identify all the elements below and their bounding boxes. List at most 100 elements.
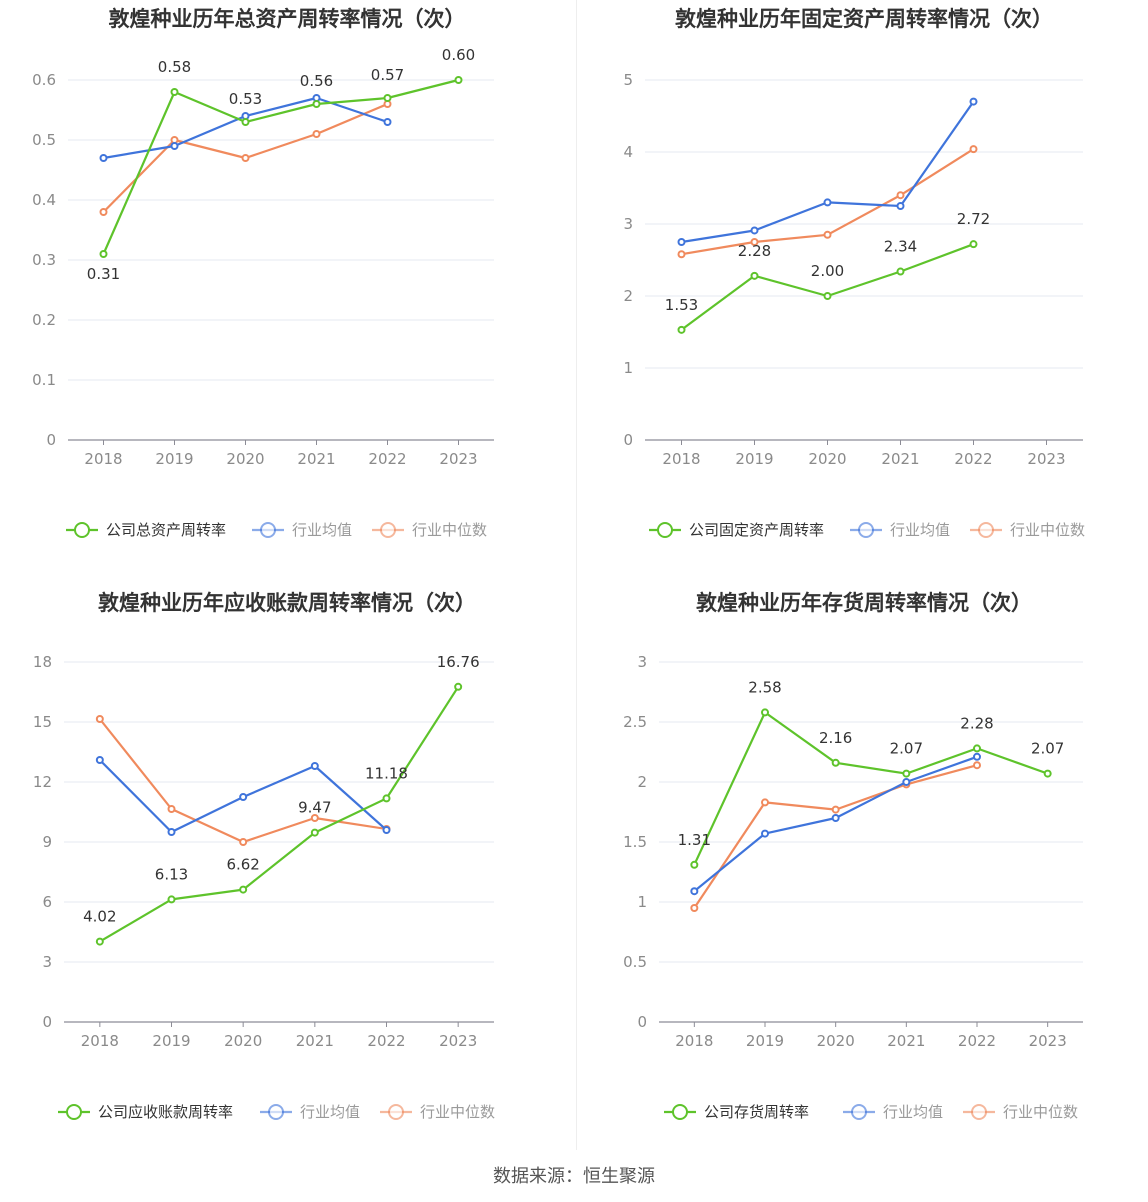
legend-item-company[interactable]: 公司存货周转率: [664, 1103, 809, 1121]
data-point-avg: [170, 142, 179, 150]
legend-item-median[interactable]: 行业中位数: [372, 521, 487, 539]
x-tick-label: 2021: [297, 450, 335, 468]
legend-item-avg[interactable]: 行业均值: [260, 1103, 360, 1121]
series-line-company: [693, 711, 1049, 866]
series-line-company: [99, 686, 460, 943]
y-tick-label: 2.5: [623, 713, 647, 731]
data-point-company: [241, 118, 250, 126]
legend-item-avg[interactable]: 行业均值: [252, 521, 352, 539]
data-label: 2.07: [1031, 740, 1064, 758]
data-point-median: [239, 838, 248, 846]
data-point-company: [902, 769, 911, 778]
y-tick-label: 1: [637, 893, 647, 911]
data-point-avg: [95, 756, 104, 764]
chart-title: 敦煌种业历年固定资产周转率情况（次）: [675, 7, 1053, 31]
data-point-avg: [750, 226, 759, 235]
x-tick-label: 2020: [224, 1032, 262, 1050]
data-point-company: [454, 682, 463, 691]
legend-label: 行业均值: [300, 1103, 360, 1121]
y-tick-label: 2: [623, 287, 633, 305]
data-point-company: [170, 88, 179, 96]
y-tick-label: 0: [46, 431, 56, 449]
legend-label: 行业均值: [883, 1103, 943, 1121]
data-point-avg: [677, 238, 686, 246]
x-tick-label: 2018: [81, 1032, 119, 1050]
x-tick-label: 2019: [152, 1032, 190, 1050]
chart-receivables-turnover: 敦煌种业历年应收账款周转率情况（次） 0 3 6 9 12 15 18 2018 2019 2020…: [0, 582, 574, 1162]
y-tick-label: 0.5: [623, 953, 647, 971]
legend-item-avg[interactable]: 行业均值: [850, 521, 950, 539]
x-tick-label: 2021: [887, 1032, 925, 1050]
x-tick-label: 2020: [808, 450, 846, 468]
y-tick-label: 1: [623, 359, 633, 377]
data-label: 9.47: [298, 799, 331, 817]
y-tick-label: 0: [42, 1013, 52, 1031]
legend-label: 公司存货周转率: [704, 1103, 809, 1121]
legend-circle-icon: [66, 1104, 82, 1120]
x-tick-label: 2022: [367, 1032, 405, 1050]
y-tick-label: 3: [637, 653, 647, 671]
y-tick-label: 5: [623, 71, 633, 89]
legend-circle-icon: [672, 1104, 688, 1120]
data-point-company: [99, 250, 108, 258]
legend-circle-icon: [657, 522, 673, 538]
data-point-company: [1043, 769, 1052, 778]
legend-item-avg[interactable]: 行业均值: [843, 1103, 943, 1121]
x-tick-label: 2023: [1029, 1032, 1067, 1050]
series-line-median: [693, 764, 978, 909]
legend-label: 行业中位数: [420, 1103, 495, 1121]
y-tick-label: 2: [637, 773, 647, 791]
data-label: 0.56: [300, 72, 333, 90]
series-line-avg: [681, 100, 975, 244]
legend-item-company[interactable]: 公司应收账款周转率: [58, 1103, 233, 1121]
legend-label: 行业中位数: [1003, 1103, 1078, 1121]
legend-circle-icon: [858, 522, 874, 538]
legend-label: 公司应收账款周转率: [98, 1103, 233, 1121]
x-tick-label: 2023: [439, 1032, 477, 1050]
y-tick-label: 0: [623, 431, 633, 449]
legend-item-company[interactable]: 公司总资产周转率: [66, 521, 226, 539]
data-point-company: [969, 240, 978, 249]
data-point-median: [831, 805, 840, 814]
data-label: 2.34: [884, 238, 917, 256]
legend-circle-icon: [268, 1104, 284, 1120]
legend-circle-icon: [388, 1104, 404, 1120]
chart-title: 敦煌种业历年存货周转率情况（次）: [696, 591, 1032, 615]
source-note: 数据来源：恒生聚源: [493, 1166, 655, 1187]
data-point-median: [761, 798, 769, 807]
legend-label: 公司总资产周转率: [106, 521, 226, 539]
legend-item-median[interactable]: 行业中位数: [380, 1103, 495, 1121]
data-point-company: [823, 292, 832, 300]
data-point-company: [690, 860, 699, 869]
data-point-median: [99, 208, 108, 216]
y-tick-label: 12: [33, 773, 52, 791]
legend-item-company[interactable]: 公司固定资产周转率: [649, 521, 824, 539]
legend-label: 行业均值: [292, 521, 352, 539]
chart-fixed-asset-turnover: 敦煌种业历年固定资产周转率情况（次） 0 1 2 3 4 5 2018 2019 2020 2021…: [577, 0, 1148, 580]
data-point-avg: [831, 814, 840, 822]
data-label: 2.00: [811, 262, 844, 280]
y-tick-label: 4: [623, 143, 633, 161]
x-tick-label: 2018: [662, 450, 700, 468]
legend-item-median[interactable]: 行业中位数: [970, 521, 1085, 539]
data-point-median: [167, 805, 176, 813]
data-point-median: [241, 154, 250, 162]
data-label: 2.28: [960, 714, 993, 732]
legend-circle-icon: [978, 522, 994, 538]
data-label: 16.76: [437, 653, 480, 671]
chart-title: 敦煌种业历年应收账款周转率情况（次）: [98, 591, 476, 615]
data-label: 6.13: [155, 865, 188, 883]
data-point-median: [750, 238, 759, 246]
data-point-median: [677, 250, 686, 259]
data-point-median: [690, 904, 699, 912]
y-tick-label: 0: [637, 1013, 647, 1031]
data-label: 0.53: [229, 90, 262, 108]
y-tick-label: 6: [42, 893, 52, 911]
legend-item-median[interactable]: 行业中位数: [963, 1103, 1078, 1121]
data-label: 2.28: [738, 242, 771, 260]
data-label: 6.62: [226, 856, 259, 874]
chart-svg: 敦煌种业历年固定资产周转率情况（次） 0 1 2 3 4 5 2018 2019 2020 2021…: [623, 7, 1085, 539]
data-point-company: [831, 758, 840, 767]
data-point-company: [312, 100, 321, 108]
x-tick-label: 2019: [746, 1032, 784, 1050]
